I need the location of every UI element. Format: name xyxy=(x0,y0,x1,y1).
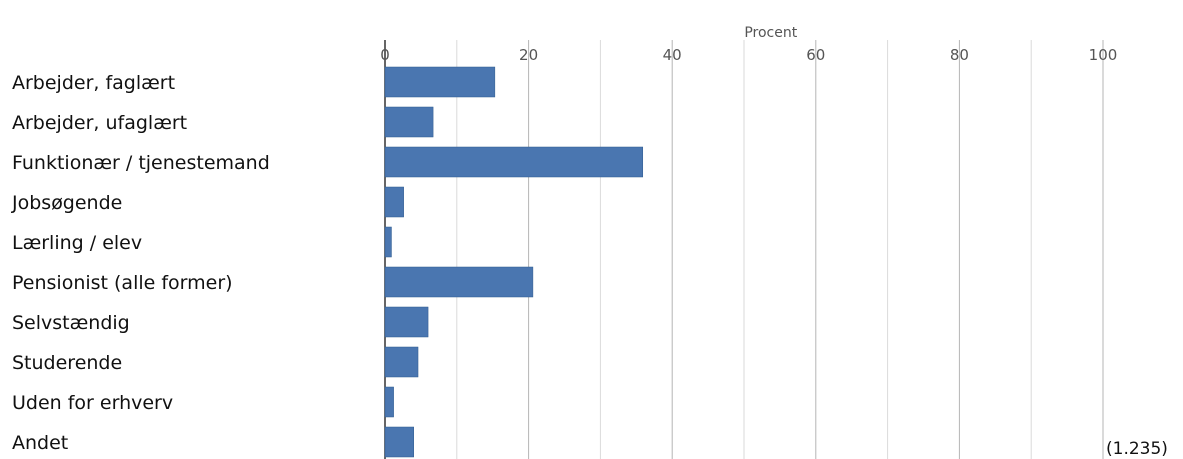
bar xyxy=(384,226,392,258)
category-label: Jobsøgende xyxy=(11,192,122,214)
category-label: Uden for erhverv xyxy=(12,392,173,414)
bar xyxy=(384,186,404,218)
tick-label: 60 xyxy=(806,46,825,64)
bar xyxy=(384,346,419,378)
axis-title: Procent xyxy=(744,25,797,41)
bar xyxy=(384,146,644,178)
category-label: Andet xyxy=(12,432,68,454)
category-label: Arbejder, ufaglært xyxy=(12,112,187,134)
tick-label: 20 xyxy=(519,46,538,64)
grid-lines xyxy=(384,40,1104,459)
category-label: Funktionær / tjenestemand xyxy=(12,152,270,174)
bars xyxy=(384,66,644,458)
tick-label: 80 xyxy=(950,46,969,64)
bar xyxy=(384,386,394,418)
tick-label: 100 xyxy=(1089,46,1118,64)
bar xyxy=(384,106,434,138)
bar xyxy=(384,306,429,338)
tick-label: 0 xyxy=(380,46,390,64)
category-label: Selvstændig xyxy=(12,312,130,334)
category-label: Pensionist (alle former) xyxy=(12,272,233,294)
category-label: Studerende xyxy=(12,352,122,374)
category-labels: Arbejder, faglært Arbejder, ufaglært Funkt… xyxy=(11,72,270,454)
tick-labels: 0 20 40 60 80 100 xyxy=(380,46,1117,64)
count-label: (1.235) xyxy=(1106,439,1168,459)
category-label: Arbejder, faglært xyxy=(12,72,175,94)
bar xyxy=(384,66,496,98)
bar xyxy=(384,266,534,298)
tick-label: 40 xyxy=(663,46,682,64)
category-label: Lærling / elev xyxy=(12,232,142,254)
bar xyxy=(384,426,414,458)
